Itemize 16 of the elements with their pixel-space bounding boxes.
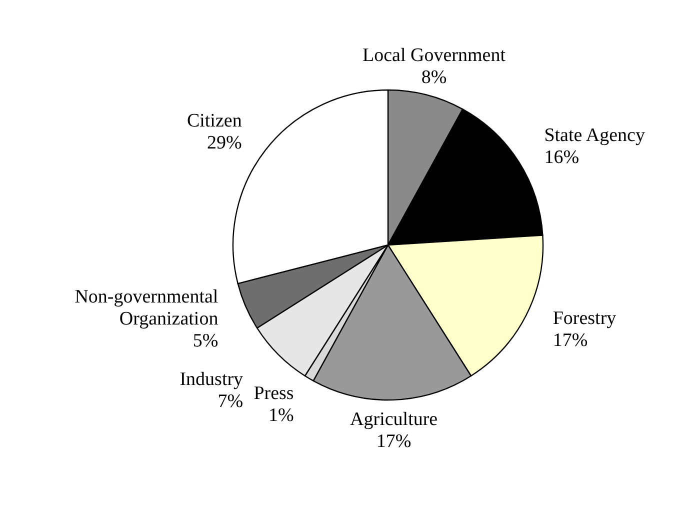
slice-label: Forestry [552,308,617,329]
slice-label: Non-governmental Organization [74,286,219,330]
data-label: 7% [218,390,244,412]
data-label: 5% [192,330,218,352]
data-label: 8% [421,66,447,88]
slice-label: State Agency [544,124,646,146]
slice-label: Industry [180,368,244,390]
slice-label: Agriculture [350,408,438,430]
slice-label: Press [254,383,294,404]
data-label: 16% [544,146,580,168]
data-label: 17% [376,430,412,452]
data-label: 17% [552,330,588,351]
slice-label: Local Government [362,44,506,66]
data-label: 29% [206,132,242,154]
data-label: 1% [268,405,294,426]
slice-label: Citizen [186,110,242,132]
